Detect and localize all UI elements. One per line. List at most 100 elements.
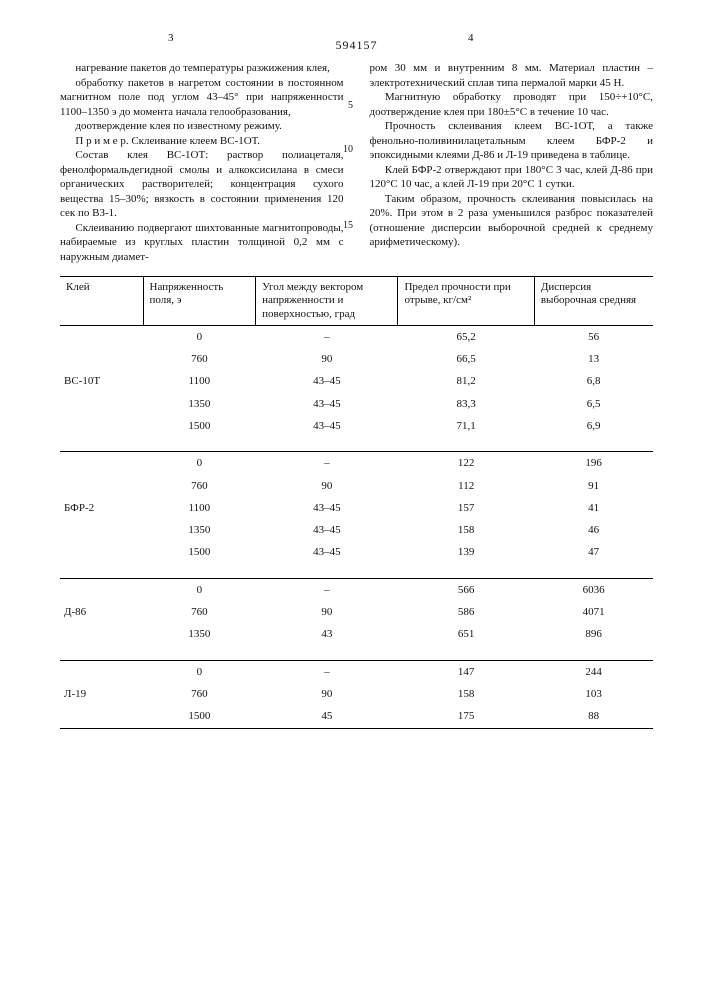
- cell-angle: 90: [256, 601, 398, 623]
- table-row: ВС-10Т110043–4581,26,8: [60, 370, 653, 392]
- cell-strength: 112: [398, 475, 534, 497]
- col-header-strength: Предел прочности при отрыве, кг/см²: [398, 277, 534, 326]
- cell-disp: 244: [534, 660, 653, 683]
- cell-angle: 43–45: [256, 541, 398, 563]
- cell-adhesive: [60, 415, 143, 437]
- cell-angle: 90: [256, 475, 398, 497]
- cell-field: 1500: [143, 705, 256, 728]
- cell-adhesive: [60, 623, 143, 645]
- cell-disp: 103: [534, 683, 653, 705]
- cell-strength: 157: [398, 497, 534, 519]
- page-number-right: 4: [468, 31, 474, 46]
- cell-strength: 158: [398, 519, 534, 541]
- cell-field: 1500: [143, 541, 256, 563]
- cell-disp: 13: [534, 348, 653, 370]
- cell-strength: 586: [398, 601, 534, 623]
- cell-strength: 65,2: [398, 325, 534, 348]
- cell-strength: 66,5: [398, 348, 534, 370]
- cell-disp: 6,5: [534, 393, 653, 415]
- table-header-row: Клей Напряженность поля, э Угол между ве…: [60, 277, 653, 326]
- cell-field: 0: [143, 660, 256, 683]
- cell-angle: 43–45: [256, 497, 398, 519]
- cell-adhesive: [60, 660, 143, 683]
- cell-angle: –: [256, 660, 398, 683]
- cell-field: 1350: [143, 393, 256, 415]
- table-row: 0–147244: [60, 660, 653, 683]
- cell-field: 0: [143, 452, 256, 475]
- margin-line-15: 15: [343, 219, 353, 232]
- cell-angle: –: [256, 452, 398, 475]
- body-text: Склеиванию подвергают шихтованные магнит…: [60, 221, 344, 265]
- body-text: Прочность склеивания клеем ВС-1ОТ, а так…: [370, 119, 654, 163]
- body-text: доотверждение клея по известному режиму.: [60, 119, 344, 134]
- cell-angle: 45: [256, 705, 398, 728]
- cell-field: 1500: [143, 415, 256, 437]
- results-table: Клей Напряженность поля, э Угол между ве…: [60, 276, 653, 742]
- body-text: Магнитную обработку проводят при 150÷+10…: [370, 90, 654, 119]
- cell-disp: 196: [534, 452, 653, 475]
- cell-disp: 47: [534, 541, 653, 563]
- cell-field: 0: [143, 325, 256, 348]
- table-row: Л-1976090158103: [60, 683, 653, 705]
- table-row: 135043–4583,36,5: [60, 393, 653, 415]
- col-header-adhesive: Клей: [60, 277, 143, 326]
- cell-angle: 90: [256, 683, 398, 705]
- document-number: 594157: [60, 38, 653, 53]
- cell-field: 760: [143, 348, 256, 370]
- col-header-field: Напряженность поля, э: [143, 277, 256, 326]
- cell-strength: 122: [398, 452, 534, 475]
- cell-adhesive: [60, 452, 143, 475]
- cell-angle: 43–45: [256, 393, 398, 415]
- cell-field: 1350: [143, 519, 256, 541]
- cell-field: 760: [143, 475, 256, 497]
- cell-disp: 4071: [534, 601, 653, 623]
- body-text: П р и м е р. Склеивание клеем ВС-1ОТ.: [60, 134, 344, 149]
- table-row: 150043–4571,16,9: [60, 415, 653, 437]
- col-header-dispersion: Дисперсия выборочная средняя: [534, 277, 653, 326]
- table-row: 0–5666036: [60, 578, 653, 601]
- cell-adhesive: БФР-2: [60, 497, 143, 519]
- cell-angle: –: [256, 578, 398, 601]
- cell-adhesive: [60, 475, 143, 497]
- cell-disp: 91: [534, 475, 653, 497]
- table-row: 15004517588: [60, 705, 653, 728]
- table-row: 7609066,513: [60, 348, 653, 370]
- table-row: 135043651896: [60, 623, 653, 645]
- body-text: Клей БФР-2 отверждают при 180°С 3 час, к…: [370, 163, 654, 192]
- cell-angle: 43: [256, 623, 398, 645]
- cell-angle: 43–45: [256, 519, 398, 541]
- left-column: нагревание пакетов до температуры разжиж…: [60, 61, 344, 264]
- cell-disp: 896: [534, 623, 653, 645]
- cell-adhesive: [60, 348, 143, 370]
- cell-strength: 158: [398, 683, 534, 705]
- body-text: Таким образом, прочность склеивания повы…: [370, 192, 654, 250]
- table-row: БФР-2110043–4515741: [60, 497, 653, 519]
- cell-field: 1100: [143, 370, 256, 392]
- cell-adhesive: Д-86: [60, 601, 143, 623]
- cell-field: 1100: [143, 497, 256, 519]
- margin-line-5: 5: [348, 99, 353, 112]
- cell-field: 760: [143, 601, 256, 623]
- cell-disp: 41: [534, 497, 653, 519]
- body-text: ром 30 мм и внутренним 8 мм. Материал пл…: [370, 61, 654, 90]
- cell-disp: 46: [534, 519, 653, 541]
- cell-disp: 6,8: [534, 370, 653, 392]
- cell-strength: 651: [398, 623, 534, 645]
- table-row: 0–122196: [60, 452, 653, 475]
- cell-adhesive: [60, 519, 143, 541]
- cell-adhesive: [60, 578, 143, 601]
- cell-field: 1350: [143, 623, 256, 645]
- cell-adhesive: [60, 541, 143, 563]
- cell-adhesive: ВС-10Т: [60, 370, 143, 392]
- body-text: нагревание пакетов до температуры разжиж…: [60, 61, 344, 76]
- table-row: 0–65,256: [60, 325, 653, 348]
- cell-angle: 43–45: [256, 370, 398, 392]
- page-number-left: 3: [168, 31, 174, 46]
- right-column: ром 30 мм и внутренним 8 мм. Материал пл…: [370, 61, 654, 264]
- table-row: Д-86760905864071: [60, 601, 653, 623]
- cell-field: 760: [143, 683, 256, 705]
- cell-disp: 88: [534, 705, 653, 728]
- col-header-angle: Угол между вектором напряженности и пове…: [256, 277, 398, 326]
- table-row: 7609011291: [60, 475, 653, 497]
- cell-disp: 6036: [534, 578, 653, 601]
